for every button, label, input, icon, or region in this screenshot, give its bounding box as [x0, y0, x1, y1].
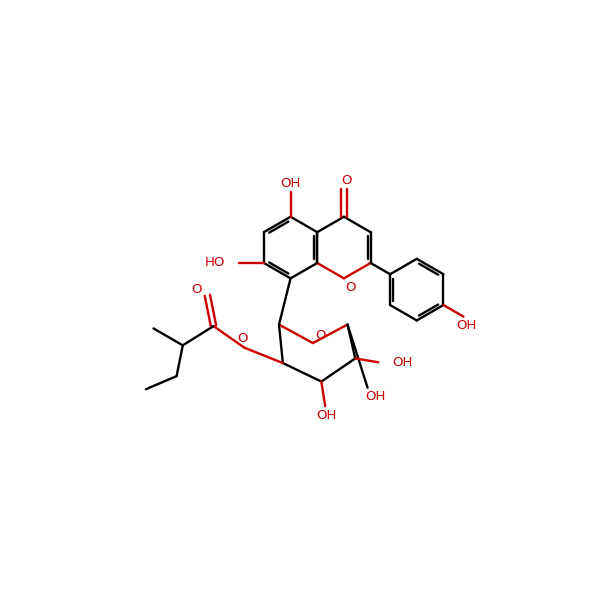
Text: OH: OH: [317, 409, 337, 422]
Text: O: O: [316, 329, 326, 342]
Text: O: O: [238, 332, 248, 345]
Text: HO: HO: [205, 256, 226, 269]
Text: O: O: [345, 281, 355, 294]
Text: OH: OH: [365, 391, 385, 403]
Text: OH: OH: [457, 319, 477, 332]
Text: OH: OH: [280, 177, 301, 190]
Text: O: O: [341, 174, 352, 187]
Text: O: O: [191, 283, 202, 296]
Text: OH: OH: [392, 356, 413, 369]
